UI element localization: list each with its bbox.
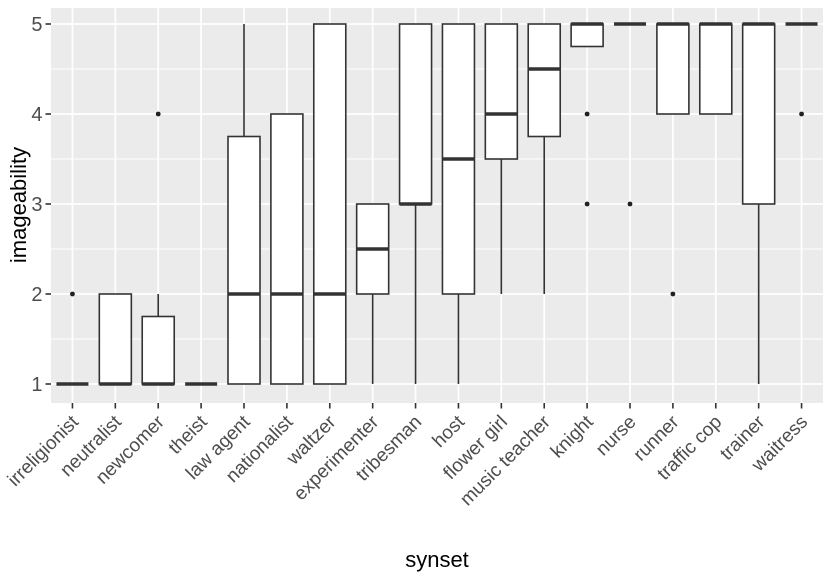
- y-tick-label: 2: [31, 284, 42, 306]
- y-tick-label: 5: [31, 14, 42, 36]
- boxplot-traffic-cop: [698, 22, 733, 115]
- boxplot-law-agent: [227, 24, 261, 385]
- boxplot-trainer: [741, 22, 776, 384]
- boxplot-neutralist: [98, 293, 133, 386]
- boxplot-host: [441, 23, 476, 384]
- box-iqr: [98, 293, 133, 385]
- box-iqr: [141, 315, 176, 385]
- boxplot-newcomer: [141, 111, 176, 386]
- boxplot-waitress: [785, 22, 818, 117]
- box-iqr: [656, 23, 690, 115]
- box-iqr: [484, 23, 519, 160]
- outlier-point: [584, 201, 590, 207]
- boxplot-knight: [570, 22, 604, 207]
- boxplot-irreligionist: [56, 291, 89, 386]
- boxplot-experimenter: [355, 203, 390, 384]
- boxplot-runner: [656, 22, 690, 297]
- outlier-point: [670, 291, 676, 297]
- outlier-point: [627, 201, 633, 207]
- y-tick-label: 1: [31, 374, 42, 396]
- x-axis-title: synset: [405, 547, 469, 572]
- box-iqr: [570, 23, 604, 48]
- outlier-point: [584, 111, 590, 117]
- y-axis-title: imageability: [6, 146, 31, 264]
- outlier-point: [799, 111, 804, 117]
- boxplot-nationalist: [270, 113, 304, 385]
- box-iqr: [527, 23, 562, 138]
- x-tick-label: knight: [547, 411, 598, 462]
- panel-background: [51, 8, 823, 403]
- box-iqr: [227, 135, 261, 385]
- box-iqr: [270, 113, 304, 385]
- box-iqr: [312, 23, 347, 385]
- box-iqr: [398, 23, 433, 205]
- boxplot-flower-girl: [484, 23, 519, 294]
- y-tick-label: 4: [31, 104, 42, 126]
- y-tick-label: 3: [31, 194, 42, 216]
- boxplot-tribesman: [398, 23, 433, 384]
- box-iqr: [741, 23, 776, 205]
- boxplot-waltzer: [312, 23, 347, 385]
- boxplot-nurse: [614, 22, 646, 207]
- outlier-point: [70, 291, 75, 297]
- outlier-point: [155, 111, 161, 117]
- box-iqr: [698, 23, 733, 115]
- boxplot-music-teacher: [527, 23, 562, 294]
